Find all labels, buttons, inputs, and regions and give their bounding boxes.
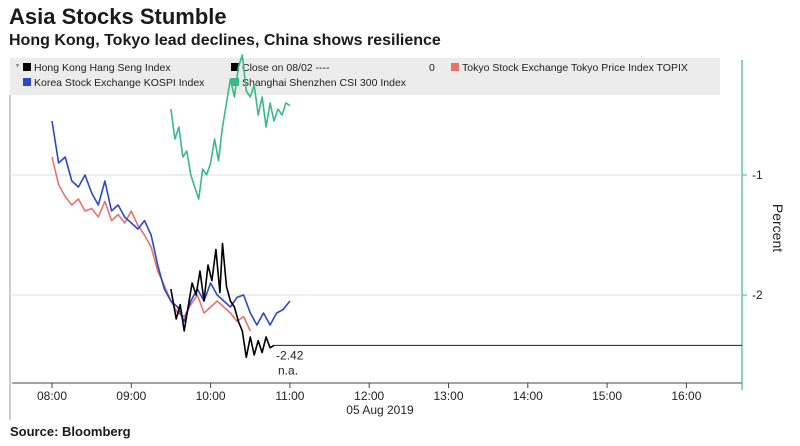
- series-line-hang-seng: [170, 242, 275, 359]
- x-tick-label: 13:00: [433, 389, 463, 403]
- legend-swatch-topix: [451, 63, 459, 71]
- series-line-topix: [51, 156, 252, 332]
- legend-entry-close[interactable]: Close on 08/02 ---- 0: [231, 62, 435, 74]
- legend-swatch-kospi: [23, 78, 31, 86]
- na-label: n.a.: [278, 363, 298, 377]
- x-tick-label: 11:00: [275, 389, 304, 403]
- legend-label-close: Close on 08/02 ----: [242, 62, 330, 74]
- legend-label-topix: Tokyo Stock Exchange Tokyo Price Index T…: [462, 62, 688, 74]
- legend-close-value: 0: [429, 62, 435, 74]
- x-tick-label: 10:00: [196, 389, 226, 403]
- x-tick-label: 09:00: [116, 389, 146, 403]
- source-note: Source: Bloomberg: [10, 424, 131, 439]
- legend-swatch-hang-seng: [23, 63, 31, 71]
- series-line-csi300: [170, 54, 291, 200]
- legend-swatch-close: [231, 63, 239, 71]
- legend-box: [10, 58, 720, 95]
- x-axis-ticks: 08:00 09:00 10:00 11:00 12:00 13:00 14:00 15:00…: [37, 383, 702, 403]
- x-tick-label: 08:00: [37, 389, 67, 403]
- x-tick-label: 12:00: [354, 389, 384, 403]
- y-axis-title: Percent: [770, 204, 786, 252]
- legend-label-kospi: Korea Stock Exchange KOSPI Index: [34, 77, 205, 89]
- y-tick-label: -1: [752, 168, 763, 182]
- legend-entry-kospi[interactable]: Korea Stock Exchange KOSPI Index: [23, 77, 205, 89]
- x-axis-title: 05 Aug 2019: [346, 403, 414, 417]
- x-tick-label: 14:00: [513, 389, 543, 403]
- legend-label-hang-seng: Hong Kong Hang Seng Index: [34, 62, 171, 74]
- x-tick-label: 15:00: [592, 389, 622, 403]
- y-axis-ticks: -1 -2: [742, 168, 763, 302]
- x-tick-label: 16:00: [671, 389, 701, 403]
- series-line-kospi: [51, 120, 291, 326]
- chart-subtitle: Hong Kong, Tokyo lead declines, China sh…: [9, 32, 441, 49]
- last-value-label: -2.42: [276, 348, 304, 362]
- gridlines: [12, 174, 742, 296]
- series-layer: [51, 54, 291, 359]
- chart-title: Asia Stocks Stumble: [9, 4, 227, 29]
- legend-swatch-csi300: [231, 78, 239, 86]
- y-tick-label: -2: [752, 288, 763, 302]
- legend-marker-icon: [16, 64, 19, 68]
- legend-label-csi300: Shanghai Shenzhen CSI 300 Index: [242, 77, 407, 89]
- legend-entry-csi300[interactable]: Shanghai Shenzhen CSI 300 Index: [231, 77, 407, 89]
- legend-entry-topix[interactable]: Tokyo Stock Exchange Tokyo Price Index T…: [451, 62, 688, 74]
- legend-entry-hang-seng[interactable]: Hong Kong Hang Seng Index: [16, 62, 171, 74]
